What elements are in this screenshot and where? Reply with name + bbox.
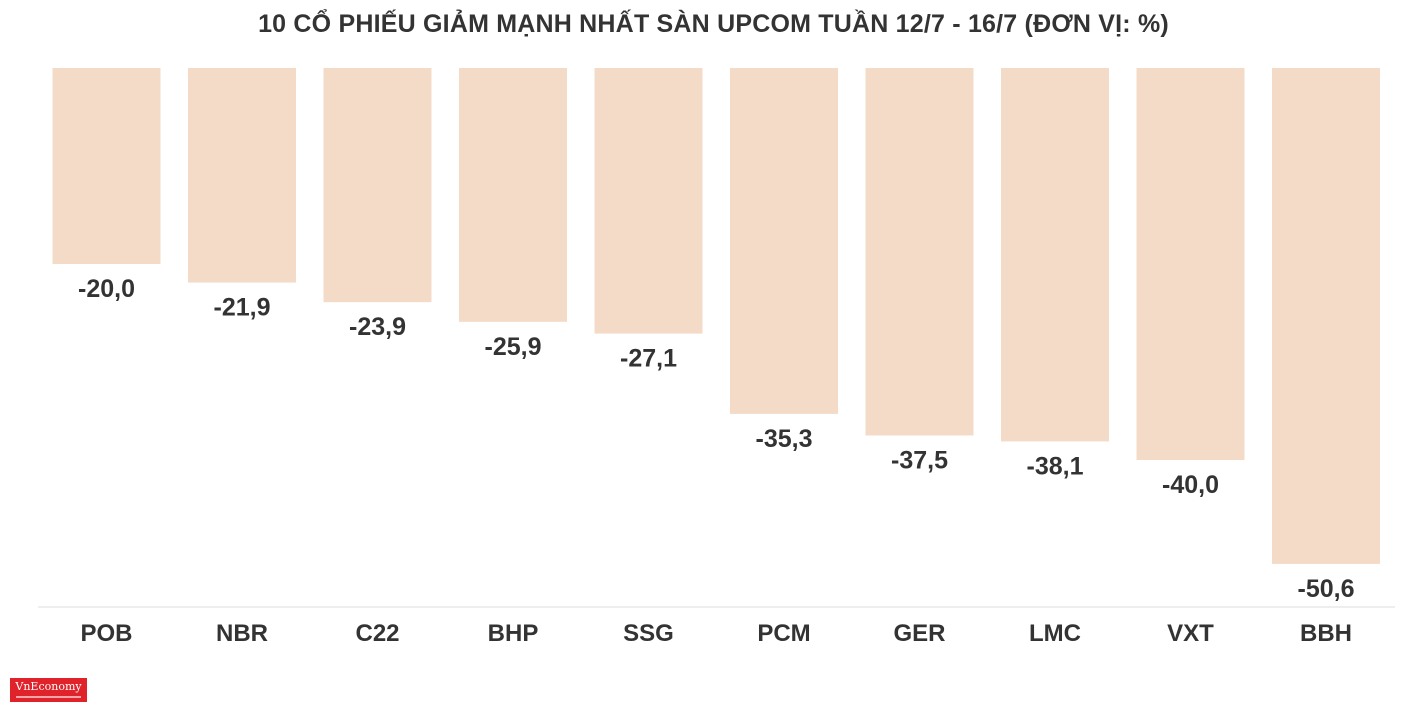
bar-ger xyxy=(865,68,974,436)
bar-lmc xyxy=(1001,68,1109,442)
bar-pob xyxy=(52,68,161,264)
category-label-bhp: BHP xyxy=(488,620,539,647)
bar-ssg xyxy=(594,68,703,334)
bar-pcm xyxy=(730,68,838,414)
labels-layer: -20,0 POB -21,9 NBR -23,9 C22 -25,9 BHP -27,1 SSG… xyxy=(78,275,1354,647)
vneconomy-logo: VnEconomy xyxy=(10,678,87,702)
category-label-pcm: PCM xyxy=(757,620,810,647)
bar-bhp xyxy=(459,68,567,322)
data-label-nbr: -21,9 xyxy=(214,294,271,322)
logo-tagline-decoration xyxy=(16,696,81,698)
data-label-vxt: -40,0 xyxy=(1162,471,1219,499)
bar-bbh xyxy=(1272,68,1380,564)
data-label-bbh: -50,6 xyxy=(1298,575,1355,603)
data-label-lmc: -38,1 xyxy=(1027,452,1084,480)
category-label-ssg: SSG xyxy=(623,620,674,647)
bars-layer xyxy=(52,68,1380,564)
bar-nbr xyxy=(188,68,296,283)
category-label-nbr: NBR xyxy=(216,620,268,647)
data-label-ger: -37,5 xyxy=(891,447,948,475)
category-label-ger: GER xyxy=(893,620,945,647)
data-label-pcm: -35,3 xyxy=(756,425,813,453)
category-label-lmc: LMC xyxy=(1029,620,1081,647)
data-label-ssg: -27,1 xyxy=(620,345,677,373)
bar-vxt xyxy=(1136,68,1245,460)
bar-c22 xyxy=(323,68,432,303)
bar-chart: -20,0 POB -21,9 NBR -23,9 C22 -25,9 BHP -27,1 SSG… xyxy=(38,68,1395,647)
data-label-bhp: -25,9 xyxy=(485,333,542,361)
data-label-c22: -23,9 xyxy=(349,313,406,341)
chart-title: 10 CỔ PHIẾU GIẢM MẠNH NHẤT SÀN UPCOM TUẦ… xyxy=(258,10,1169,38)
category-label-pob: POB xyxy=(80,620,132,647)
logo-text: VnEconomy xyxy=(15,680,82,693)
category-label-bbh: BBH xyxy=(1300,620,1352,647)
category-label-vxt: VXT xyxy=(1167,620,1214,647)
category-label-c22: C22 xyxy=(355,620,399,647)
data-label-pob: -20,0 xyxy=(78,275,135,303)
